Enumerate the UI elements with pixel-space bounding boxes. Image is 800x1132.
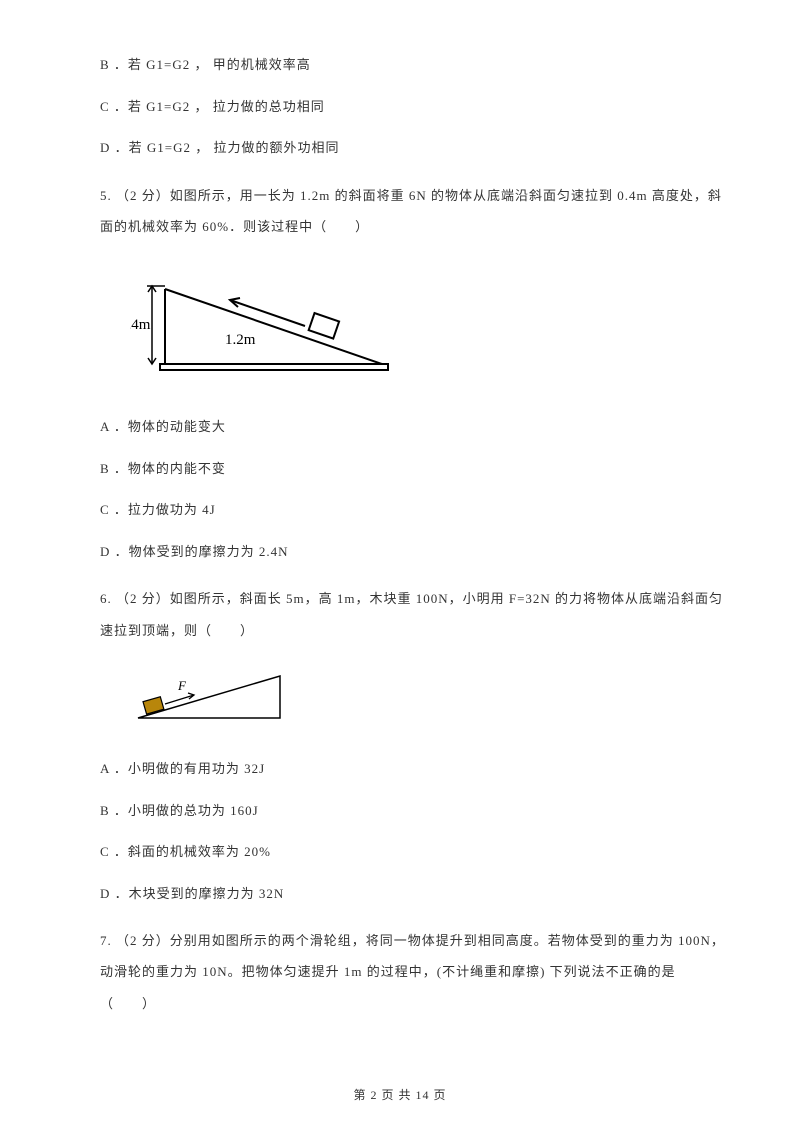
q5-option-D: D ．物体受到的摩擦力为 2.4N — [75, 542, 725, 562]
q6-option-C: C ．斜面的机械效率为 20% — [75, 842, 725, 862]
question-7-stem: 7. （2 分）分别用如图所示的两个滑轮组，将同一物体提升到相同高度。若物体受到… — [75, 925, 725, 1019]
length-label: 1.2m — [225, 332, 256, 348]
option-B: B ．若 G1=G2 ， 甲的机械效率高 — [75, 55, 725, 75]
option-C: C ．若 G1=G2 ， 拉力做的总功相同 — [75, 97, 725, 117]
q5-option-A: A ．物体的动能变大 — [75, 417, 725, 437]
q6-option-B: B ．小明做的总功为 160J — [75, 801, 725, 821]
q6-option-D: D ．木块受到的摩擦力为 32N — [75, 884, 725, 904]
figure-incline-2: F — [130, 668, 725, 732]
force-label: F — [177, 678, 187, 693]
figure-incline-1: 1.2m 0.4m — [130, 264, 725, 390]
q5-option-C: C ．拉力做功为 4J — [75, 500, 725, 520]
option-D: D ．若 G1=G2 ， 拉力做的额外功相同 — [75, 138, 725, 158]
q6-option-A: A ．小明做的有用功为 32J — [75, 759, 725, 779]
question-6-stem: 6. （2 分）如图所示，斜面长 5m，高 1m，木块重 100N，小明用 F=… — [75, 583, 725, 645]
q5-option-B: B ．物体的内能不变 — [75, 459, 725, 479]
question-5-stem: 5. （2 分）如图所示，用一长为 1.2m 的斜面将重 6N 的物体从底端沿斜… — [75, 180, 725, 242]
height-label: 0.4m — [130, 317, 151, 333]
page-footer: 第 2 页 共 14 页 — [0, 1086, 800, 1104]
